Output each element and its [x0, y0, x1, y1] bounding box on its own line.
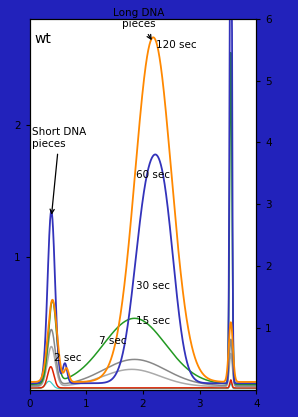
Text: 60 sec: 60 sec	[136, 170, 170, 180]
Text: Long DNA
pieces: Long DNA pieces	[113, 8, 164, 39]
Text: 30 sec: 30 sec	[136, 281, 170, 291]
Text: Short DNA
pieces: Short DNA pieces	[32, 127, 86, 214]
Text: 7 sec: 7 sec	[99, 336, 126, 346]
Text: wt: wt	[34, 32, 51, 45]
Text: 120 sec: 120 sec	[156, 40, 197, 50]
Text: 2 sec: 2 sec	[54, 353, 81, 363]
Text: 15 sec: 15 sec	[136, 316, 170, 326]
